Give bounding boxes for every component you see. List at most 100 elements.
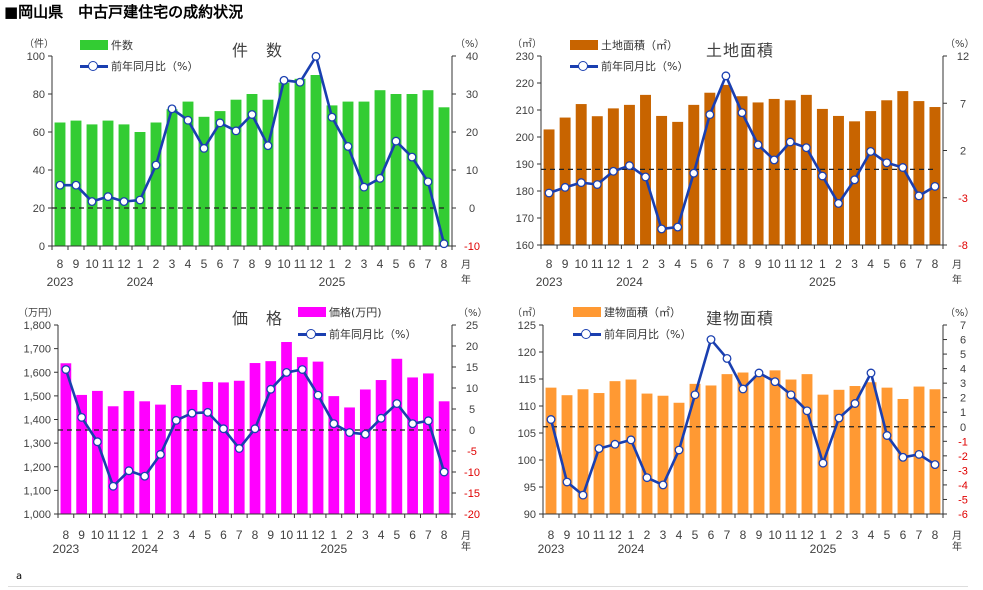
right-tick-label: 0: [469, 203, 475, 215]
month-label: 10: [768, 528, 782, 542]
yoy-point: [124, 466, 134, 476]
legend-swatch: [298, 307, 326, 317]
bar: [623, 104, 635, 246]
legend-label: 前年同月比（%）: [604, 328, 692, 341]
left-tick-label: 80: [33, 89, 45, 101]
bar: [249, 363, 261, 514]
left-unit-label: （㎡）: [512, 308, 542, 319]
left-tick-label: 160: [516, 240, 534, 252]
bar: [607, 108, 619, 245]
bar: [881, 100, 893, 245]
left-tick-label: 210: [516, 105, 534, 117]
year-label: 2023: [47, 275, 74, 289]
left-tick-label: 1,200: [23, 462, 51, 474]
year-label: 2023: [538, 542, 565, 556]
right-unit-label: （%）: [458, 308, 488, 319]
yoy-point: [92, 437, 102, 447]
left-tick-label: 1,600: [23, 367, 51, 379]
month-label: 8: [63, 528, 70, 542]
yoy-point: [247, 110, 257, 119]
yoy-point: [560, 182, 570, 192]
left-tick-label: 1,100: [23, 485, 51, 497]
month-label: 1: [330, 528, 337, 542]
month-label: 1: [820, 528, 827, 542]
month-label: 11: [593, 528, 606, 542]
right-tick-label: -3: [958, 465, 968, 477]
right-tick-label: 7: [960, 320, 966, 332]
month-label: 3: [851, 257, 858, 271]
bar: [736, 96, 748, 245]
month-label: 8: [441, 257, 448, 271]
yoy-point: [77, 412, 87, 422]
yoy-point: [250, 424, 260, 434]
month-label: 11: [296, 528, 309, 542]
yoy-point: [408, 419, 418, 429]
yoy-point: [930, 181, 940, 191]
yoy-point: [770, 377, 780, 387]
month-label: 9: [265, 257, 272, 271]
legend-line: 前年同月比（%）: [573, 326, 691, 342]
right-tick-label: 20: [466, 127, 478, 139]
right-tick-label: 2: [960, 393, 966, 405]
bar: [86, 124, 98, 246]
year-label: 2025: [319, 275, 346, 289]
year-label: 2024: [616, 275, 643, 289]
month-label: 3: [660, 528, 667, 542]
bar: [543, 129, 555, 245]
yoy-point: [769, 155, 779, 165]
bar: [575, 104, 587, 245]
bar: [422, 90, 434, 246]
bar: [561, 395, 573, 514]
left-unit-label: （件）: [24, 39, 54, 50]
bar: [865, 111, 877, 245]
legend-label: 前年同月比（%）: [329, 328, 417, 341]
right-tick-label: -3: [958, 193, 968, 205]
legend-label: 土地面積（㎡）: [601, 39, 678, 52]
yoy-point: [282, 368, 291, 377]
bar: [92, 390, 103, 514]
month-label: 8: [932, 257, 939, 271]
bar: [390, 94, 402, 246]
left-unit-label: （㎡）: [512, 39, 542, 50]
year-label: 2023: [53, 542, 80, 556]
bar: [559, 117, 571, 245]
bar: [406, 94, 418, 246]
bar: [833, 389, 845, 514]
yoy-point: [706, 335, 716, 344]
right-tick-label: 4: [960, 364, 966, 376]
right-unit-label: （%）: [455, 39, 485, 50]
year-suffix: 年: [461, 273, 471, 286]
bar: [672, 121, 684, 245]
month-label: 7: [425, 528, 432, 542]
right-tick-label: 5: [960, 349, 966, 361]
yoy-point: [423, 177, 433, 187]
left-tick-label: 1,400: [23, 415, 51, 427]
chart-title: 件 数: [232, 41, 284, 60]
yoy-point: [360, 429, 370, 439]
bar: [720, 84, 732, 245]
bar: [689, 383, 701, 514]
bar: [186, 389, 198, 514]
bar: [656, 115, 668, 245]
left-tick-label: 120: [518, 347, 536, 359]
right-tick-label: 0: [469, 425, 475, 437]
year-label: 2025: [810, 542, 837, 556]
month-label: 4: [676, 528, 683, 542]
yoy-point: [930, 460, 940, 470]
yoy-point: [866, 146, 876, 156]
yoy-point: [327, 112, 337, 122]
month-label: 9: [562, 257, 569, 271]
month-label: 9: [73, 257, 80, 271]
yoy-point: [657, 224, 667, 234]
chart-title: 土地面積: [706, 41, 775, 60]
yoy-point: [140, 471, 150, 481]
yoy-point: [407, 152, 417, 162]
month-label: 5: [393, 257, 400, 271]
yoy-point: [375, 173, 385, 183]
yoy-point: [562, 477, 572, 487]
bar: [262, 99, 274, 246]
yoy-point: [834, 198, 843, 208]
month-label: 5: [883, 257, 890, 271]
bar: [344, 407, 355, 514]
bar: [833, 115, 844, 245]
